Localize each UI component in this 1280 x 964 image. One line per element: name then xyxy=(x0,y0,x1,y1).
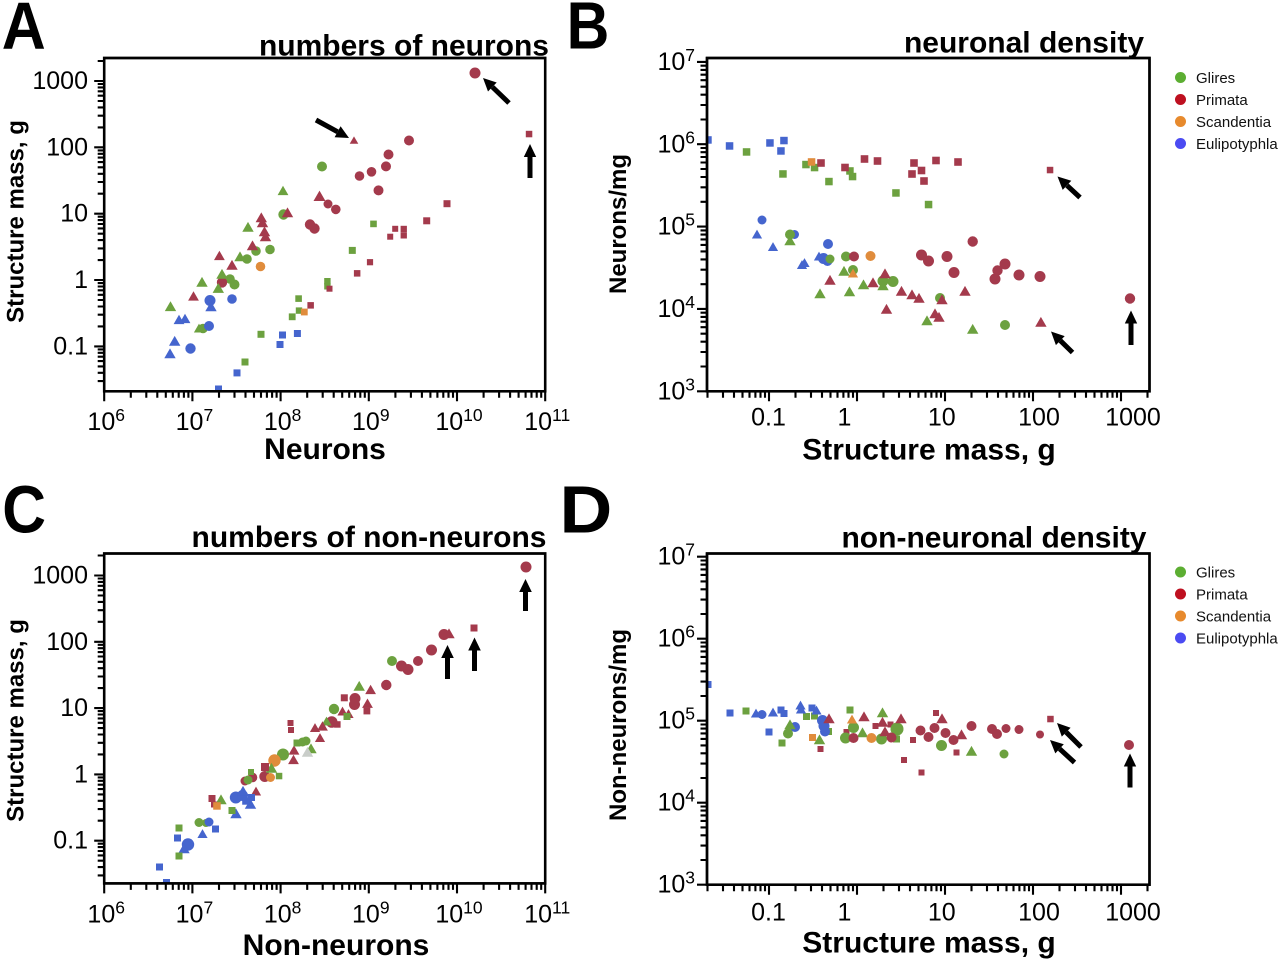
svg-text:100: 100 xyxy=(1018,404,1060,432)
svg-text:numbers of non-neurons: numbers of non-neurons xyxy=(192,521,547,554)
svg-text:Scandentia: Scandentia xyxy=(1196,609,1272,626)
svg-text:0.1: 0.1 xyxy=(53,827,88,855)
svg-text:Glires: Glires xyxy=(1196,70,1235,87)
svg-text:106: 106 xyxy=(87,405,125,436)
svg-text:Primata: Primata xyxy=(1196,587,1248,604)
svg-text:neuronal density: neuronal density xyxy=(904,27,1144,60)
svg-text:100: 100 xyxy=(46,628,88,656)
svg-text:Primata: Primata xyxy=(1196,92,1248,109)
svg-text:0.1: 0.1 xyxy=(751,899,786,927)
svg-text:non-neuronal density: non-neuronal density xyxy=(841,522,1146,555)
svg-text:1000: 1000 xyxy=(32,562,88,590)
svg-text:100: 100 xyxy=(1018,899,1060,927)
svg-text:Structure mass, g: Structure mass, g xyxy=(802,927,1055,960)
svg-text:1010: 1010 xyxy=(435,898,483,929)
svg-text:Scandentia: Scandentia xyxy=(1196,114,1272,131)
svg-text:1: 1 xyxy=(838,404,852,432)
svg-text:10: 10 xyxy=(928,404,956,432)
svg-text:Eulipotyphla: Eulipotyphla xyxy=(1196,136,1278,153)
svg-text:1: 1 xyxy=(838,899,852,927)
svg-text:Structure mass, g: Structure mass, g xyxy=(3,120,30,323)
svg-text:Eulipotyphla: Eulipotyphla xyxy=(1196,631,1278,648)
svg-text:Non-neurons/mg: Non-neurons/mg xyxy=(605,629,632,821)
svg-text:Structure mass, g: Structure mass, g xyxy=(3,619,30,822)
svg-text:D: D xyxy=(560,473,613,548)
svg-text:C: C xyxy=(2,473,46,548)
svg-text:0.1: 0.1 xyxy=(53,332,88,360)
svg-text:B: B xyxy=(567,0,610,64)
svg-text:100: 100 xyxy=(46,133,88,161)
svg-text:1000: 1000 xyxy=(1105,404,1161,432)
svg-text:1000: 1000 xyxy=(32,67,88,95)
svg-text:109: 109 xyxy=(352,405,390,436)
svg-text:Neurons/mg: Neurons/mg xyxy=(605,154,632,294)
svg-text:Structure mass, g: Structure mass, g xyxy=(802,434,1055,467)
svg-text:0.1: 0.1 xyxy=(751,404,786,432)
svg-text:Non-neurons: Non-neurons xyxy=(243,929,430,962)
svg-text:A: A xyxy=(2,0,46,64)
svg-text:Neurons: Neurons xyxy=(264,433,386,466)
svg-text:10: 10 xyxy=(928,899,956,927)
svg-text:10: 10 xyxy=(60,200,88,228)
svg-text:1000: 1000 xyxy=(1105,899,1161,927)
svg-text:1: 1 xyxy=(74,760,88,788)
svg-text:1: 1 xyxy=(74,266,88,294)
svg-text:Glires: Glires xyxy=(1196,565,1235,582)
svg-text:10: 10 xyxy=(60,694,88,722)
